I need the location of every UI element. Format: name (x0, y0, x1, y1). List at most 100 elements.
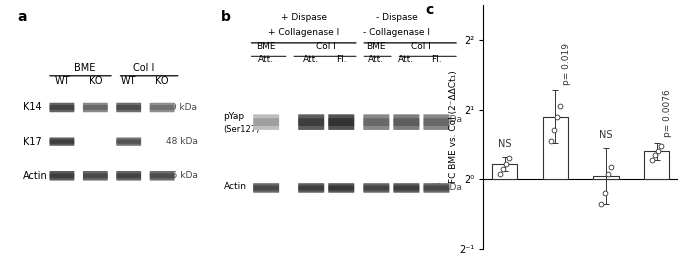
Text: WT: WT (54, 75, 70, 86)
Text: Col I: Col I (412, 42, 432, 51)
Text: pYap: pYap (223, 112, 245, 121)
Text: (Ser127): (Ser127) (223, 125, 260, 134)
FancyBboxPatch shape (253, 186, 279, 190)
FancyBboxPatch shape (150, 105, 175, 110)
Point (498, 167, 509, 171)
FancyBboxPatch shape (116, 137, 141, 146)
FancyBboxPatch shape (83, 105, 108, 110)
Text: 45 kDa: 45 kDa (166, 171, 197, 180)
FancyBboxPatch shape (150, 173, 175, 178)
Point (599, 191, 610, 195)
FancyBboxPatch shape (150, 171, 175, 181)
Text: + Dispase: + Dispase (281, 13, 327, 22)
FancyBboxPatch shape (423, 114, 449, 130)
FancyBboxPatch shape (49, 137, 75, 146)
Point (649, 153, 660, 157)
FancyBboxPatch shape (50, 139, 74, 144)
FancyBboxPatch shape (298, 183, 324, 193)
Point (653, 149, 664, 153)
Text: Col I: Col I (133, 63, 154, 73)
FancyBboxPatch shape (364, 186, 389, 190)
Text: b: b (221, 10, 231, 24)
FancyBboxPatch shape (299, 186, 324, 190)
Text: Col I: Col I (316, 42, 336, 51)
FancyBboxPatch shape (116, 139, 141, 144)
Point (602, 172, 613, 176)
FancyBboxPatch shape (329, 118, 354, 126)
Text: a: a (17, 10, 27, 24)
Bar (644, 151, 669, 179)
FancyBboxPatch shape (393, 183, 419, 193)
Text: p= 0.0076: p= 0.0076 (662, 90, 672, 137)
FancyBboxPatch shape (116, 103, 141, 112)
Text: NS: NS (599, 130, 613, 139)
Point (605, 165, 616, 169)
Y-axis label: FC BME vs. Col (2⁻ΔΔCt₁): FC BME vs. Col (2⁻ΔΔCt₁) (449, 71, 458, 183)
FancyBboxPatch shape (329, 186, 354, 190)
FancyBboxPatch shape (116, 173, 141, 178)
FancyBboxPatch shape (393, 114, 419, 130)
Point (656, 144, 667, 148)
Point (551, 115, 562, 119)
FancyBboxPatch shape (298, 114, 324, 130)
FancyBboxPatch shape (49, 171, 75, 181)
Text: BME: BME (256, 42, 276, 51)
Point (549, 129, 560, 133)
FancyBboxPatch shape (83, 171, 108, 181)
Text: Actin: Actin (23, 171, 48, 181)
FancyBboxPatch shape (328, 114, 354, 130)
Text: Att.: Att. (399, 55, 414, 64)
Point (555, 104, 566, 108)
FancyBboxPatch shape (116, 105, 141, 110)
Text: 50 kDa: 50 kDa (165, 103, 197, 112)
Bar (493, 164, 517, 179)
Text: BME: BME (73, 63, 95, 73)
FancyBboxPatch shape (394, 186, 419, 190)
Point (596, 202, 607, 206)
Point (501, 162, 512, 166)
FancyBboxPatch shape (328, 183, 354, 193)
FancyBboxPatch shape (299, 118, 324, 126)
Bar (593, 176, 619, 179)
Text: BME: BME (366, 42, 386, 51)
FancyBboxPatch shape (253, 114, 279, 130)
Text: K14: K14 (23, 103, 42, 113)
FancyBboxPatch shape (50, 105, 74, 110)
Point (504, 156, 515, 160)
FancyBboxPatch shape (424, 118, 449, 126)
Text: - Dispase: - Dispase (375, 13, 417, 22)
Point (495, 172, 506, 176)
FancyBboxPatch shape (394, 118, 419, 126)
Text: NS: NS (498, 139, 512, 149)
Text: Fl.: Fl. (431, 55, 442, 64)
FancyBboxPatch shape (50, 173, 74, 178)
FancyBboxPatch shape (150, 103, 175, 112)
Text: + Collagenase I: + Collagenase I (268, 28, 339, 37)
Text: 65 kDa: 65 kDa (429, 115, 462, 124)
FancyBboxPatch shape (253, 118, 279, 126)
Text: Att.: Att. (369, 55, 384, 64)
FancyBboxPatch shape (423, 183, 449, 193)
FancyBboxPatch shape (116, 171, 141, 181)
Point (647, 158, 658, 162)
Text: KO: KO (88, 75, 102, 86)
Text: Fl.: Fl. (336, 55, 347, 64)
Text: 48 kDa: 48 kDa (166, 137, 197, 146)
FancyBboxPatch shape (363, 114, 389, 130)
Text: Actin: Actin (223, 182, 247, 191)
Text: c: c (425, 3, 433, 17)
FancyBboxPatch shape (83, 103, 108, 112)
Text: KO: KO (155, 75, 169, 86)
FancyBboxPatch shape (424, 186, 449, 190)
Text: WT: WT (121, 75, 136, 86)
Point (545, 139, 556, 143)
FancyBboxPatch shape (83, 173, 108, 178)
Text: Att.: Att. (258, 55, 274, 64)
FancyBboxPatch shape (253, 183, 279, 193)
Text: - Collagenase I: - Collagenase I (363, 28, 430, 37)
FancyBboxPatch shape (364, 118, 389, 126)
FancyBboxPatch shape (363, 183, 389, 193)
Text: 45 kDa: 45 kDa (429, 183, 462, 193)
Text: p= 0.019: p= 0.019 (562, 42, 571, 85)
Bar (543, 117, 568, 179)
